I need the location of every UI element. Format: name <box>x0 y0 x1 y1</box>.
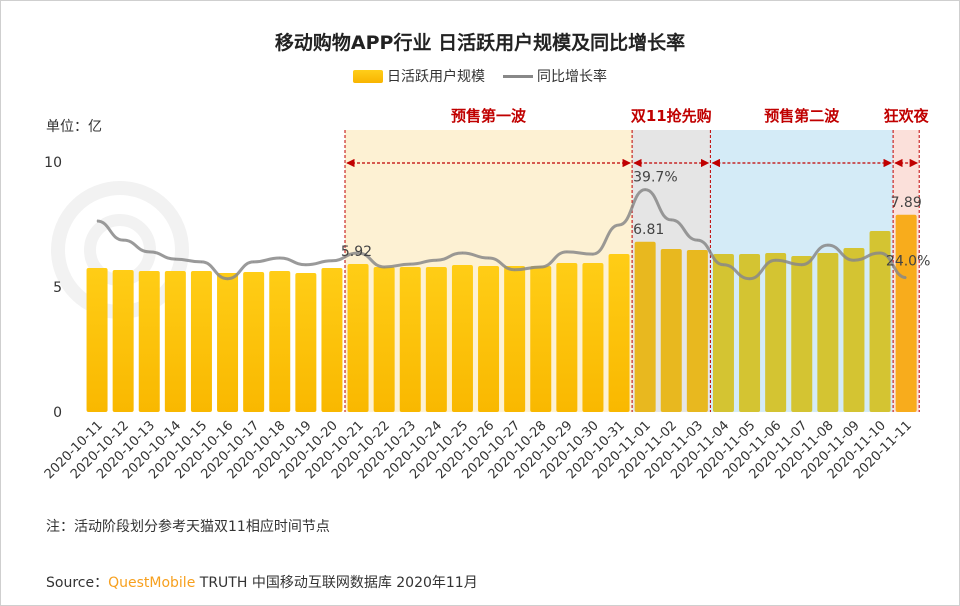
growth-point <box>853 259 855 261</box>
bar <box>504 266 526 412</box>
growth-point <box>592 253 594 255</box>
growth-point <box>905 277 907 279</box>
phase-label: 预售第一波 <box>451 107 527 125</box>
growth-point <box>566 251 568 253</box>
bar <box>190 271 212 412</box>
bar <box>373 267 395 412</box>
growth-point <box>200 261 202 263</box>
bar <box>321 268 343 412</box>
bar <box>243 272 265 412</box>
growth-line <box>96 188 907 281</box>
growth-point <box>461 252 463 254</box>
legend-swatch-bar <box>353 69 383 83</box>
growth-point <box>618 224 620 226</box>
bar <box>138 271 160 412</box>
bar <box>530 266 552 412</box>
bar <box>843 248 865 412</box>
bar <box>712 254 734 412</box>
growth-point <box>227 278 229 280</box>
bar <box>869 231 891 412</box>
growth-point <box>148 251 150 253</box>
growth-point <box>696 239 698 241</box>
bar <box>556 263 578 412</box>
source-prefix: Source： <box>46 575 109 591</box>
bar <box>817 253 839 412</box>
source-line: Source：QuestMobile TRUTH 中国移动互联网数据库 2020… <box>46 572 478 592</box>
growth-point <box>488 257 490 259</box>
unit-label: 单位：亿 <box>46 119 102 135</box>
growth-point <box>540 266 542 268</box>
growth-point <box>879 252 881 254</box>
data-label: 7.89 <box>891 195 922 211</box>
data-label: 39.7% <box>633 170 677 186</box>
growth-point <box>383 266 385 268</box>
bar <box>608 254 630 412</box>
source-brand: QuestMobile <box>108 575 196 591</box>
bar <box>765 253 787 412</box>
chart-title: 移动购物APP行业 日活跃用户规模及同比增长率 <box>274 32 686 54</box>
growth-point <box>644 189 646 191</box>
phase-label: 预售第二波 <box>764 107 840 125</box>
growth-point <box>435 259 437 261</box>
growth-point <box>514 269 516 271</box>
growth-point <box>801 264 803 266</box>
bar <box>269 271 291 412</box>
bar <box>425 267 447 412</box>
legend-label-bar: 日活跃用户规模 <box>387 69 485 85</box>
bar <box>686 250 708 412</box>
bar <box>791 256 813 412</box>
growth-point <box>722 264 724 266</box>
bar <box>451 265 473 412</box>
bar <box>86 268 108 412</box>
growth-point <box>305 264 307 266</box>
y-tick-label: 10 <box>44 155 62 171</box>
bar <box>660 249 682 412</box>
growth-point <box>174 258 176 260</box>
growth-point <box>749 278 751 280</box>
legend: 日活跃用户规模 同比增长率 <box>0 66 960 86</box>
growth-point <box>775 259 777 261</box>
growth-point <box>827 244 829 246</box>
growth-point <box>670 219 672 221</box>
legend-item-line: 同比增长率 <box>503 66 607 86</box>
bar <box>478 266 500 412</box>
data-label: 24.0% <box>886 254 930 270</box>
y-tick-label: 5 <box>53 280 62 296</box>
footnote: 注：活动阶段划分参考天猫双11相应时间节点 <box>46 519 330 535</box>
growth-point <box>96 220 98 222</box>
bar <box>634 241 656 412</box>
bar <box>347 264 369 412</box>
growth-point <box>331 260 333 262</box>
bar <box>739 254 761 412</box>
legend-item-bar: 日活跃用户规模 <box>353 66 485 86</box>
growth-point <box>279 257 281 259</box>
legend-swatch-line <box>503 74 533 78</box>
bar <box>295 273 317 412</box>
phase-label: 双11抢先购 <box>631 107 712 125</box>
growth-point <box>253 261 255 263</box>
data-label: 6.81 <box>633 222 664 238</box>
source-rest: TRUTH 中国移动互联网数据库 2020年11月 <box>195 575 478 591</box>
bar <box>164 271 186 412</box>
bar <box>582 263 604 412</box>
phase-label: 狂欢夜 <box>884 107 930 125</box>
bar <box>399 267 421 412</box>
data-label: 5.92 <box>341 244 372 260</box>
legend-label-line: 同比增长率 <box>537 69 607 85</box>
bar <box>112 270 134 412</box>
bar <box>217 273 239 412</box>
y-tick-label: 0 <box>53 405 62 421</box>
growth-point <box>409 263 411 265</box>
growth-point <box>122 239 124 241</box>
bar <box>895 214 917 412</box>
growth-point <box>357 252 359 254</box>
